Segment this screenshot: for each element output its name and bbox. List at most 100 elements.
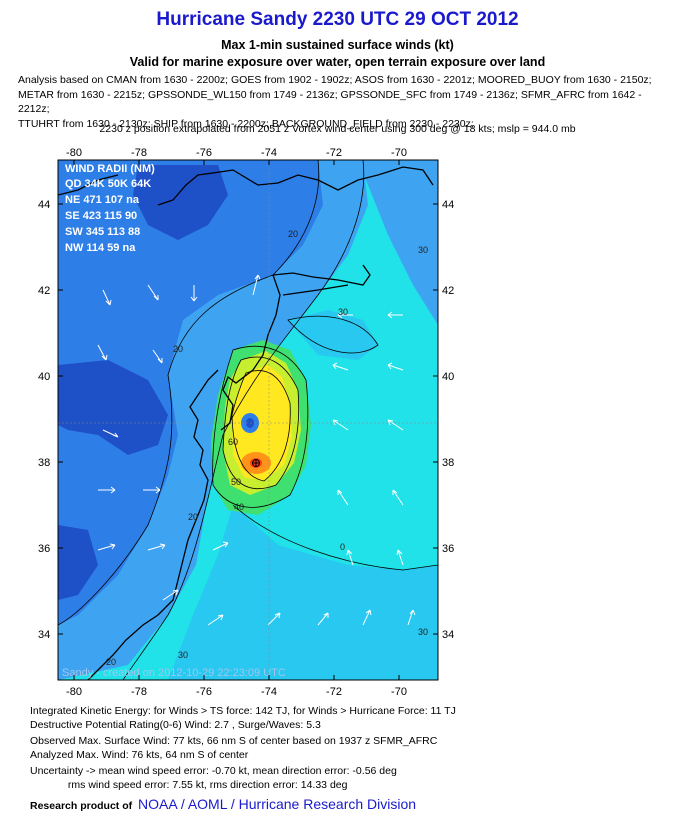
wind-radii-row: SW 345 113 88 (65, 226, 140, 238)
coastline-segment (220, 274, 281, 431)
contour-lines (58, 160, 438, 680)
contour-label: 20 (106, 657, 116, 667)
lat-tick-left: 34 (38, 629, 50, 641)
lat-tick-left: 36 (38, 543, 50, 555)
coastline-segment (272, 264, 371, 286)
contour-label: 30 (338, 307, 348, 317)
wind-arrow (387, 311, 403, 319)
lon-tick-top: -72 (326, 147, 342, 159)
wind-band-under-15 (133, 165, 228, 240)
lat-tick-left: 42 (38, 285, 50, 297)
lat-tick-right: 38 (442, 457, 454, 469)
wind-arrow (346, 549, 354, 566)
coastline-segment (282, 284, 349, 296)
wind-arrow (147, 284, 159, 301)
coastline (58, 166, 434, 680)
max-wind-line: Observed Max. Surface Wind: 77 kts, 66 n… (30, 735, 438, 747)
wind-arrow (212, 541, 229, 551)
wind-arrow (362, 609, 372, 626)
contour-label: 30 (418, 627, 428, 637)
wind-band-30-35 (288, 310, 378, 360)
contour-line (222, 356, 300, 489)
credit-organization-link[interactable]: NOAA / AOML / Hurricane Research Divisio… (138, 796, 417, 812)
credit-prefix: Research product of (30, 800, 133, 812)
lon-tick-bottom: -78 (131, 686, 147, 698)
analysis-line: Analysis based on CMAN from 1630 - 2200z… (18, 74, 652, 86)
lat-tick-left: 44 (38, 199, 50, 211)
energy-line: Integrated Kinetic Energy: for Winds > T… (30, 705, 456, 717)
wind-arrow (207, 614, 224, 626)
lat-tick-left: 40 (38, 371, 50, 383)
lat-tick-right: 36 (442, 543, 454, 555)
contour-label: 60 (228, 437, 238, 447)
analysis-sources: Analysis based on CMAN from 1630 - 2200z… (18, 73, 668, 131)
contour-label: 30 (178, 650, 188, 660)
wind-radii-title: WIND RADII (NM) (65, 163, 155, 175)
wind-arrow (152, 349, 163, 364)
contour-line (232, 504, 438, 571)
lon-tick-bottom: -70 (391, 686, 407, 698)
wind-arrow (252, 274, 261, 296)
max-wind-line: Analyzed Max. Wind: 76 kts, 64 nm S of c… (30, 749, 249, 761)
contour-label: 40 (234, 502, 244, 512)
wind-arrow (332, 419, 349, 431)
map-subtitle-units: Max 1-min sustained surface winds (kt) (221, 38, 454, 52)
energy-summary: Integrated Kinetic Energy: for Winds > T… (30, 704, 456, 732)
wind-radii-row: SE 423 115 90 (65, 210, 137, 222)
wind-arrow (102, 289, 112, 306)
wind-arrow (97, 344, 108, 361)
uncertainty-line: rms wind speed error: 7.55 kt, rms direc… (30, 779, 348, 791)
coastline-segment (58, 174, 119, 196)
wind-arrow (147, 543, 166, 551)
contour-line (212, 345, 309, 508)
uncertainty-line: Uncertainty -> mean wind speed error: -0… (30, 765, 397, 777)
wind-arrow (102, 429, 119, 438)
wind-arrow (337, 489, 349, 506)
contour-label: 30 (418, 245, 428, 255)
lon-tick-top: -76 (196, 147, 212, 159)
contour-labels: 20 20 20 20 30 30 30 30 40 50 60 0 (106, 229, 428, 667)
map-frame (57, 159, 439, 681)
wind-arrow (190, 285, 198, 302)
wind-radii-row: NE 471 107 na (65, 194, 140, 206)
wind-arrow (387, 362, 404, 371)
map-subtitle-exposure: Valid for marine exposure over water, op… (129, 55, 546, 69)
wind-field: 20 20 20 20 30 30 30 30 40 50 60 0 WIND … (58, 160, 438, 680)
energy-line: Destructive Potential Rating(0-6) Wind: … (30, 719, 321, 731)
contour-line (287, 315, 379, 354)
wind-arrow (267, 612, 281, 626)
analysis-line: TTUHRT from 1630 - 2130z; SHIP from 1630… (18, 117, 474, 130)
lat-tick-left: 38 (38, 457, 50, 469)
contour-line (231, 370, 291, 482)
position-note: 2230 z position extrapolated from 2051 z… (99, 123, 576, 135)
analysis-line: METAR from 1630 - 2215z; GPSSONDE_WL150 … (18, 88, 642, 116)
contour-label: 50 (231, 477, 241, 487)
lon-tick-bottom: -72 (326, 686, 342, 698)
wind-arrow (317, 612, 329, 626)
wind-band-under-15 (58, 525, 98, 600)
wind-radii-table: WIND RADII (NM) QD 34K 50K 64K NE 471 10… (65, 163, 155, 254)
lon-tick-top: -74 (261, 147, 277, 159)
lon-tick-bottom: -80 (66, 686, 82, 698)
wind-arrow (162, 589, 179, 601)
map-title: Hurricane Sandy 2230 UTC 29 OCT 2012 (156, 9, 519, 30)
lat-tick-right: 44 (442, 199, 454, 211)
lon-tick-top: -80 (66, 147, 82, 159)
tick-marks (58, 160, 438, 680)
wind-arrow (392, 489, 404, 506)
contour-label: 20 (173, 344, 183, 354)
lon-tick-top: -70 (391, 147, 407, 159)
wind-radii-row: NW 114 59 na (65, 242, 136, 254)
graticule (58, 160, 438, 680)
wind-vectors (97, 274, 416, 626)
wind-map: -80 -78 -76 -74 -72 -70 -80 -78 -76 -74 … (18, 145, 468, 700)
contour-label: 0 (340, 542, 345, 552)
lat-tick-right: 42 (442, 285, 454, 297)
wind-band-under-15 (58, 360, 168, 455)
max-wind-summary: Observed Max. Surface Wind: 77 kts, 66 n… (30, 734, 437, 762)
wind-arrow (387, 419, 404, 431)
lat-tick-right: 40 (442, 371, 454, 383)
wind-arrow (98, 486, 116, 494)
lon-tick-bottom: -74 (261, 686, 277, 698)
created-stamp: Sandy - created on 2012-10-29 22:23:09 U… (62, 667, 286, 679)
